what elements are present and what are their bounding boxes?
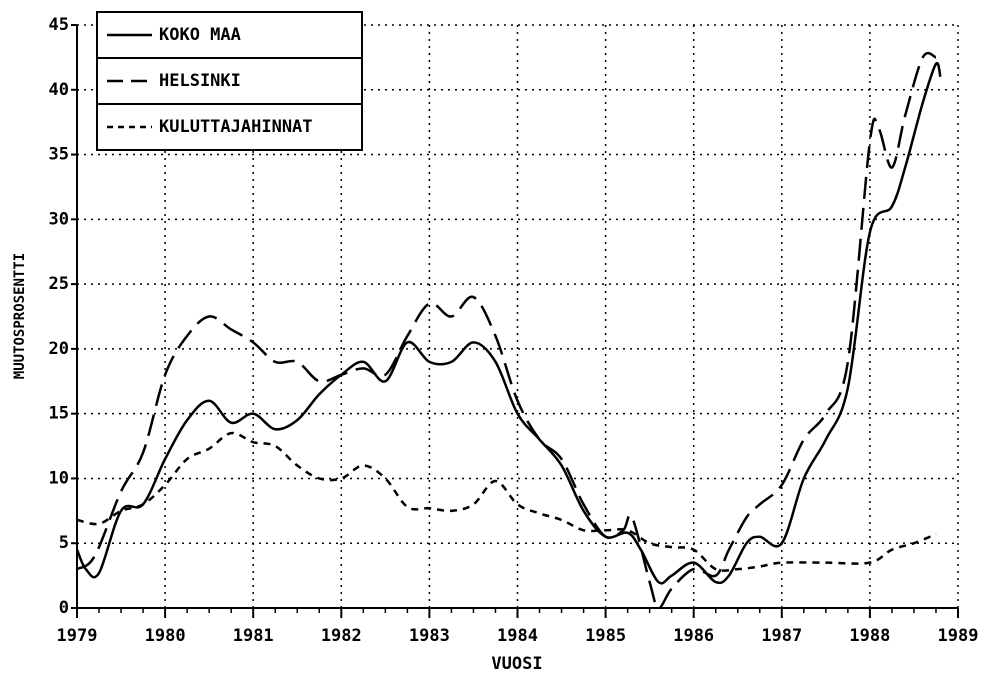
legend-label: KULUTTAJAHINNAT — [159, 117, 313, 137]
y-tick-label: 10 — [49, 468, 69, 488]
x-tick-label: 1982 — [321, 626, 362, 646]
y-axis-label: MUUTOSPROSENTTI — [12, 253, 28, 379]
y-tick-label: 45 — [49, 15, 69, 35]
y-tick-label: 40 — [49, 80, 69, 100]
x-tick-label: 1987 — [761, 626, 802, 646]
x-axis-label: VUOSI — [491, 654, 542, 674]
series-line — [75, 61, 942, 585]
y-tick-label: 25 — [49, 274, 69, 294]
y-tick-label: 20 — [49, 339, 69, 359]
x-tick-label: 1983 — [409, 626, 450, 646]
y-tick-label: 0 — [59, 598, 69, 618]
series-line — [76, 51, 937, 610]
x-tick-label: 1989 — [938, 626, 979, 646]
x-tick-label: 1988 — [849, 626, 890, 646]
y-tick-label: 15 — [49, 404, 69, 424]
x-tick-label: 1979 — [57, 626, 98, 646]
x-tick-label: 1986 — [673, 626, 714, 646]
y-tick-label: 30 — [49, 209, 69, 229]
x-tick-label: 1980 — [145, 626, 186, 646]
x-tick-label: 1981 — [233, 626, 274, 646]
x-tick-label: 1984 — [497, 626, 538, 646]
x-tick-label: 1985 — [585, 626, 626, 646]
legend-label: HELSINKI — [159, 71, 241, 91]
series-line — [76, 431, 937, 572]
y-tick-label: 35 — [49, 145, 69, 165]
y-tick-label: 5 — [59, 533, 69, 553]
legend-label: KOKO MAA — [159, 25, 241, 45]
